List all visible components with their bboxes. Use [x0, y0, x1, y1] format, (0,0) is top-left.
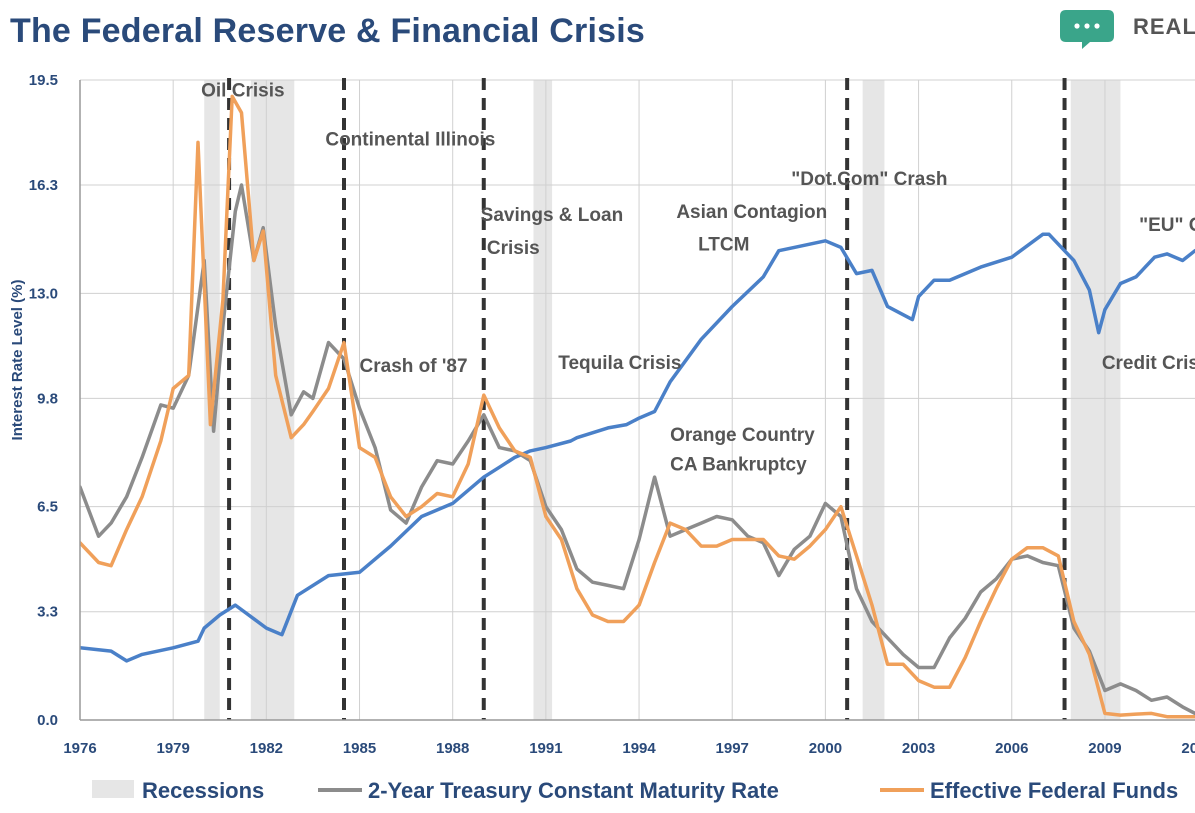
y-tick-label-5: 3.3: [37, 604, 58, 621]
annotation-1: Continental Illinois: [325, 130, 495, 151]
y-tick-label-2: 13.0: [29, 285, 58, 302]
x-tick-label-9: 2003: [902, 740, 935, 757]
y-tick-label-3: 9.8: [37, 390, 58, 407]
recession-band-4: [1070, 80, 1121, 720]
annotation-3: Crisis: [487, 238, 540, 259]
series-line-gray: [80, 183, 1195, 716]
axes: 19.5 16.3 13.0 9.8 6.5 3.3 0.0 1976 1979 1982 1985…: [9, 72, 1195, 757]
x-tick-label-7: 1997: [716, 740, 749, 757]
legend-swatch-0: [92, 780, 134, 798]
x-tick-label-10: 2006: [995, 740, 1028, 757]
annotation-6: Asian Contagion: [676, 202, 827, 223]
x-tick-label-12: 2012: [1181, 740, 1195, 757]
y-tick-label-4: 6.5: [37, 499, 58, 516]
logo: REAL: [1060, 6, 1195, 50]
x-tick-label-11: 2009: [1088, 740, 1121, 757]
recession-band-3: [862, 80, 885, 720]
logo-text: REAL: [1133, 14, 1195, 39]
annotation-5: Tequila Crisis: [558, 353, 681, 374]
annotations: Oil Crisis Continental Illinois Savings & …: [201, 80, 1195, 475]
x-tick-label-4: 1988: [436, 740, 469, 757]
page-title: The Federal Reserve & Financial Crisis: [10, 12, 645, 50]
y-tick-label-0: 19.5: [29, 72, 58, 89]
legend-label-1: 2-Year Treasury Constant Maturity Rate: [368, 778, 779, 803]
x-tick-label-3: 1985: [343, 740, 376, 757]
x-tick-label-5: 1991: [529, 740, 562, 757]
annotation-8: Orange Country: [670, 425, 815, 446]
series-line-orange: [80, 94, 1195, 719]
chat-bubble-icon: [1060, 10, 1114, 49]
legend-label-2: Effective Federal Funds: [930, 778, 1178, 803]
series-lines: [80, 94, 1195, 719]
annotation-4: Crash of '87: [360, 356, 468, 377]
recession-band-2: [533, 80, 553, 720]
x-tick-label-1: 1979: [156, 740, 189, 757]
annotation-11: "EU" C: [1139, 215, 1195, 236]
legend: Recessions 2-Year Treasury Constant Matur…: [92, 778, 1178, 803]
annotation-12: Credit Crisi: [1102, 353, 1195, 374]
x-tick-label-2: 1982: [250, 740, 283, 757]
y-axis-label: Interest Rate Level (%): [9, 280, 26, 441]
annotation-7: LTCM: [698, 235, 749, 256]
series-line-blue: [80, 232, 1195, 663]
x-tick-label-8: 2000: [809, 740, 842, 757]
legend-label-0: Recessions: [142, 778, 264, 803]
annotation-10: "Dot.Com" Crash: [791, 169, 947, 190]
annotation-0: Oil Crisis: [201, 80, 284, 101]
annotation-9: CA Bankruptcy: [670, 455, 807, 476]
y-tick-label-1: 16.3: [29, 177, 58, 194]
y-tick-label-6: 0.0: [37, 712, 58, 729]
annotation-2: Savings & Loan: [481, 205, 624, 226]
x-tick-label-0: 1976: [63, 740, 96, 757]
x-tick-label-6: 1994: [622, 740, 656, 757]
